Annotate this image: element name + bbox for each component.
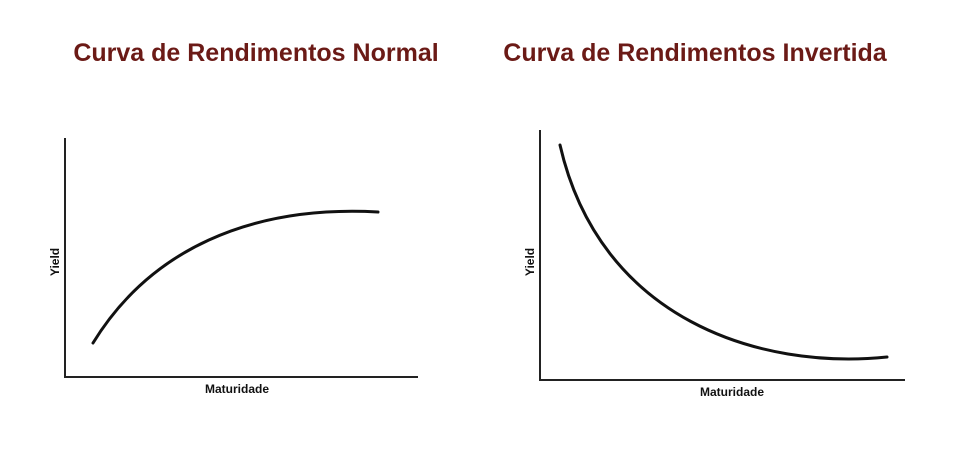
inverted-curve	[558, 143, 889, 361]
normal-curve	[91, 209, 380, 345]
x-axis-label: Maturidade	[205, 382, 269, 396]
axes	[539, 130, 905, 381]
axes	[64, 138, 418, 378]
normal-panel: Curva de Rendimentos Normal Yield Maturi…	[48, 39, 439, 396]
panel-title: Curva de Rendimentos Invertida	[503, 39, 888, 67]
x-axis-label: Maturidade	[700, 385, 764, 399]
y-axis-label: Yield	[523, 248, 537, 276]
y-axis-label: Yield	[48, 248, 62, 276]
panel-title: Curva de Rendimentos Normal	[73, 39, 438, 67]
inverted-panel: Curva de Rendimentos Invertida Yield Mat…	[503, 39, 905, 399]
